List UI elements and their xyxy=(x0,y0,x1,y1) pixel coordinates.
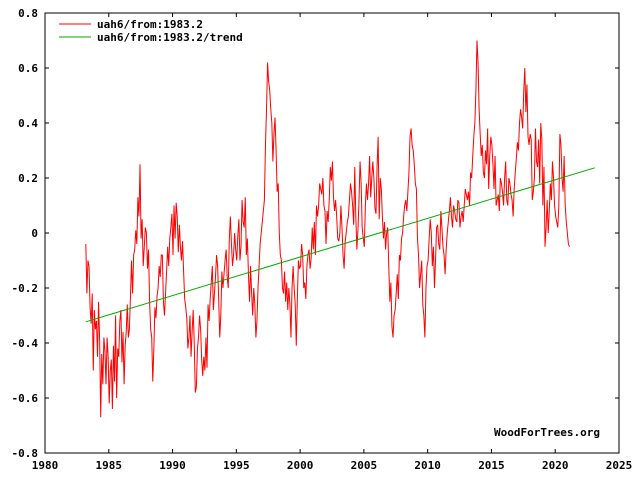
credit-annotation: WoodForTrees.org xyxy=(494,426,600,439)
legend: uah6/from:1983.2 uah6/from:1983.2/trend xyxy=(59,18,243,44)
y-tick-label-0: 0 xyxy=(31,227,38,240)
y-tick-label-0.8: 0.8 xyxy=(18,7,38,20)
x-tick-label-2005: 2005 xyxy=(351,459,378,472)
x-tick-label-2020: 2020 xyxy=(542,459,569,472)
legend-label-series-1: uah6/from:1983.2/trend xyxy=(97,31,243,44)
series-line-1 xyxy=(85,167,595,323)
y-tick-label--0.6: -0.6 xyxy=(12,392,39,405)
legend-label-series-0: uah6/from:1983.2 xyxy=(97,18,203,31)
x-tick-label-1995: 1995 xyxy=(223,459,250,472)
plot-frame xyxy=(44,12,620,454)
x-tick-label-2010: 2010 xyxy=(414,459,441,472)
x-tick-label-2025: 2025 xyxy=(606,459,633,472)
x-tick-label-1980: 1980 xyxy=(32,459,59,472)
axis-layer: 1980 1985 1990 1995 2000 2005 2010 2015 2020 2025… xyxy=(12,7,633,472)
x-tick-label-1990: 1990 xyxy=(159,459,186,472)
y-tick-label-0.4: 0.4 xyxy=(18,117,38,130)
x-tick-label-2000: 2000 xyxy=(287,459,314,472)
x-tick-label-1985: 1985 xyxy=(96,459,123,472)
y-tick-label--0.4: -0.4 xyxy=(12,337,39,350)
series-line-0 xyxy=(85,40,570,418)
x-tick-label-2015: 2015 xyxy=(478,459,505,472)
y-tick-label-0.6: 0.6 xyxy=(18,62,38,75)
y-tick-label--0.8: -0.8 xyxy=(12,447,39,460)
y-tick-label--0.2: -0.2 xyxy=(12,282,39,295)
series-layer xyxy=(85,40,595,418)
y-tick-label-0.2: 0.2 xyxy=(18,172,38,185)
